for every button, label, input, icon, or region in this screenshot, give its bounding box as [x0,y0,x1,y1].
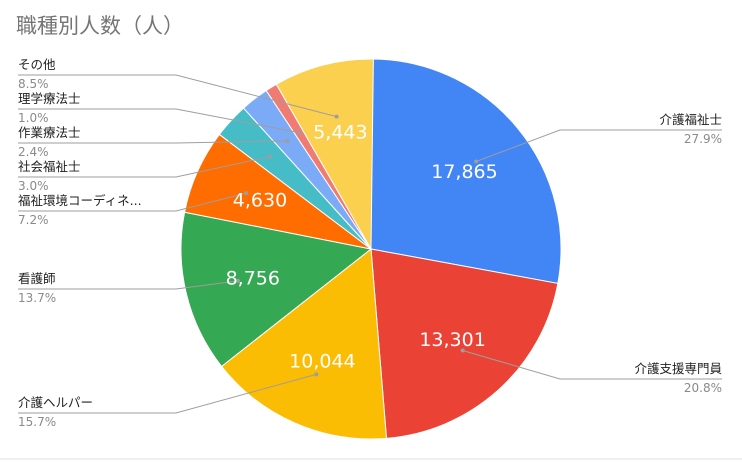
slice-category-label: その他 [18,57,56,72]
slice-category-label: 理学療法士 [18,91,81,106]
slice-percent-label: 27.9% [684,132,722,146]
slice-category-label: 介護支援専門員 [634,361,722,376]
leader-line [18,280,239,290]
slice-percent-label: 15.7% [18,415,56,429]
slice-percent-label: 7.2% [18,213,49,227]
slice-percent-label: 3.0% [18,179,49,193]
slice-value-label: 10,044 [289,350,355,372]
slice-value-label: 17,865 [431,161,497,183]
leader-line [18,74,337,118]
slice-category-label: 福祉環境コーディネ... [18,193,142,208]
pie-slice-2 [220,248,388,440]
slice-percent-label: 20.8% [684,381,722,395]
pie-slice-1 [370,248,559,439]
leader-line [18,156,271,178]
slice-category-label: 作業療法士 [18,125,81,140]
slice-category-label: 介護ヘルパー [18,395,93,410]
slice-value-label: 8,756 [226,267,280,289]
slice-percent-label: 2.4% [18,145,49,159]
chart-title: 職種別人数（人） [16,14,184,38]
slice-value-label: 5,443 [313,121,367,143]
slice-category-label: 社会福祉士 [18,159,81,174]
slice-percent-label: 8.5% [18,77,49,91]
pie-slice-8 [275,58,374,251]
leader-line [18,140,288,144]
leader-line [475,129,722,162]
slice-value-label: 13,301 [419,329,485,351]
pie-slice-0 [370,58,562,285]
leader-line [18,373,317,414]
pie-slice-3 [180,211,373,368]
slice-percent-label: 13.7% [18,291,56,305]
leader-line [18,108,300,134]
slice-category-label: 看護師 [18,271,56,286]
slice-value-label: 4,630 [233,189,287,211]
slice-category-label: 介護福祉士 [659,112,722,127]
slice-percent-label: 1.0% [18,111,49,125]
leader-line [462,350,722,380]
leader-line [18,192,247,212]
